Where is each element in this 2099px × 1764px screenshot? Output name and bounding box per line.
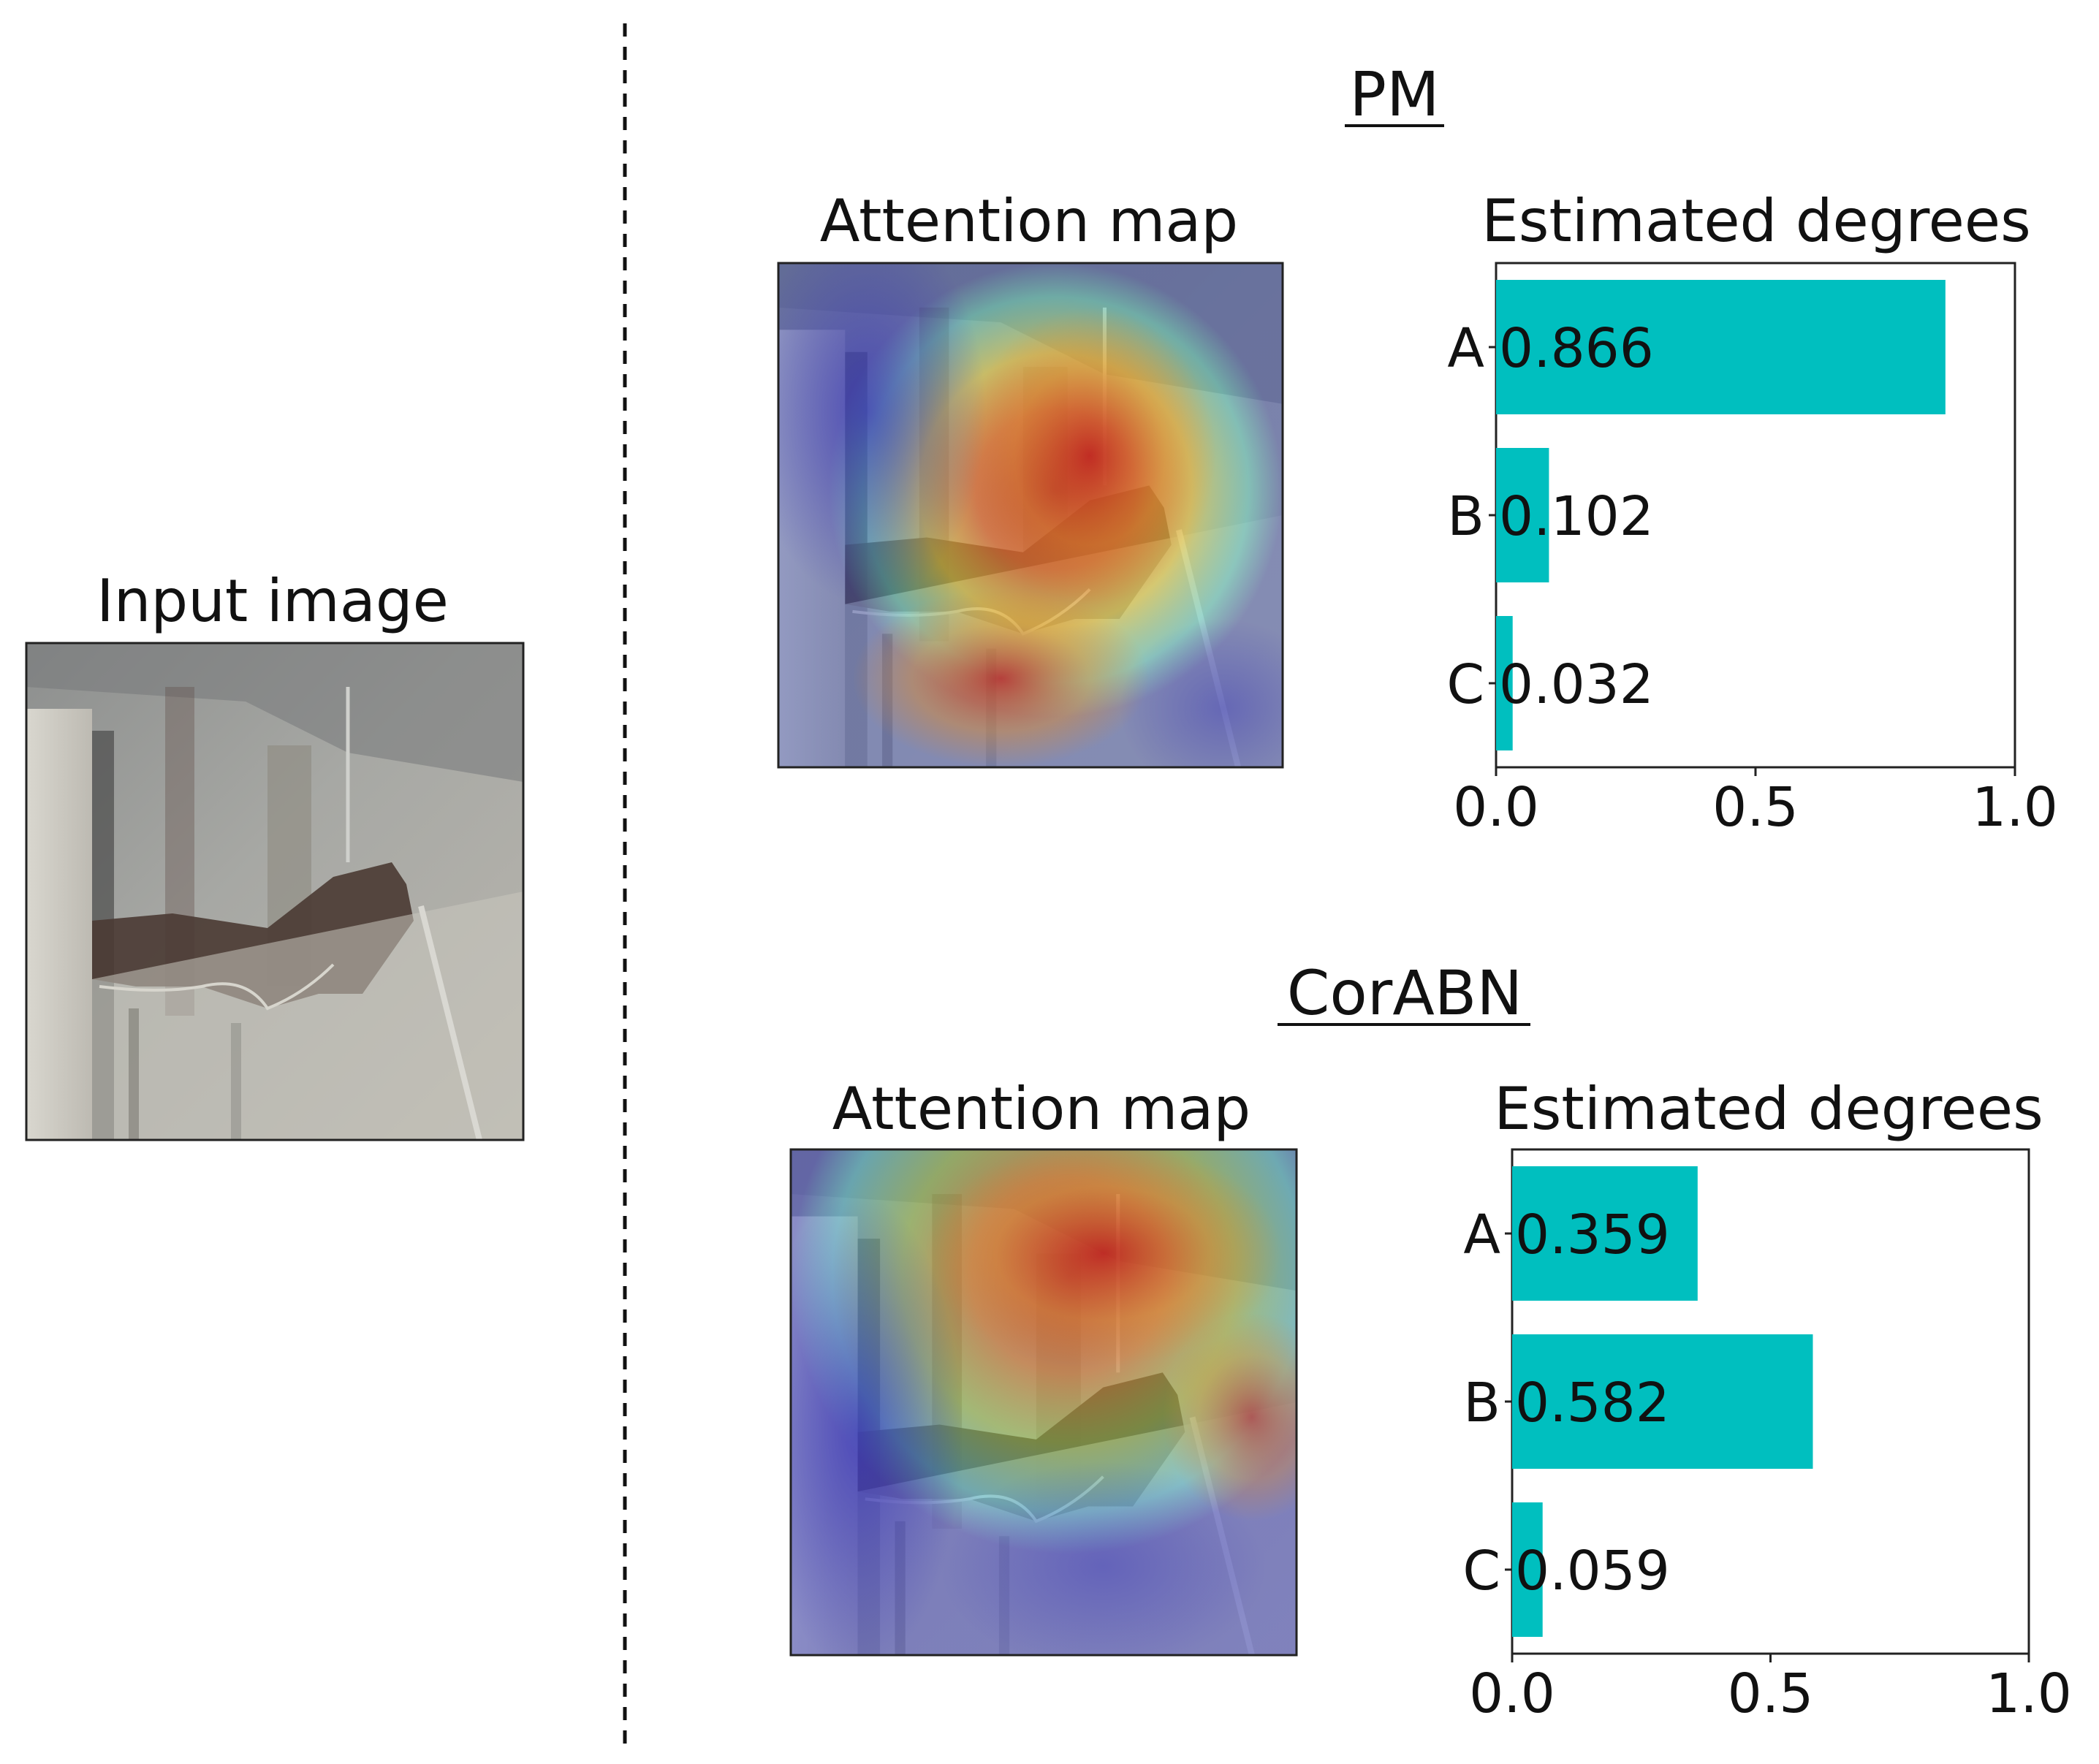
bar-a (1496, 280, 1946, 414)
bar-b (1496, 448, 1549, 582)
category-label: A (1463, 1204, 1500, 1266)
attention-map-title-corabn: Attention map (832, 1075, 1250, 1143)
value-label: 0.059 (1515, 1540, 1670, 1603)
bar-b (1512, 1334, 1813, 1469)
section-corabn: CorABN Attention map Estimated degrees A… (789, 957, 2072, 1725)
section-heading-pm: PM (1349, 58, 1439, 130)
x-tick-label: 1.0 (1972, 776, 2058, 839)
input-image (25, 642, 525, 1141)
chart-title-corabn: Estimated degrees (1494, 1075, 2043, 1143)
category-label: C (1446, 653, 1484, 716)
input-panel: Input image (25, 567, 525, 1141)
bar-chart-pm: A 0.866 B 0.102 C 0.032 0.0 0.5 1.0 (1446, 262, 2058, 839)
category-label: B (1447, 485, 1484, 548)
x-tick-label: 1.0 (1986, 1662, 2072, 1725)
bar-a (1512, 1166, 1698, 1301)
attention-map-corabn (789, 1148, 1298, 1657)
attention-map-pm (777, 262, 1284, 769)
category-label: C (1462, 1540, 1500, 1603)
bar-c (1496, 616, 1513, 750)
x-tick-label: 0.0 (1469, 1662, 1555, 1725)
input-image-title: Input image (96, 567, 449, 635)
x-tick-label: 0.5 (1728, 1662, 1814, 1725)
value-label: 0.032 (1499, 653, 1654, 716)
value-label: 0.359 (1515, 1204, 1670, 1266)
x-tick-label: 0.5 (1712, 776, 1799, 839)
bar-chart-corabn: A 0.359 B 0.582 C 0.059 0.0 0.5 1.0 (1462, 1148, 2072, 1725)
value-label: 0.102 (1499, 485, 1654, 548)
category-label: A (1447, 317, 1484, 380)
attention-map-title-pm: Attention map (820, 187, 1238, 255)
chart-title-pm: Estimated degrees (1481, 187, 2031, 255)
value-label: 0.866 (1499, 317, 1654, 380)
category-label: B (1463, 1372, 1500, 1434)
value-label: 0.582 (1515, 1372, 1670, 1434)
section-pm: PM Attention map Estimated degrees A 0.86… (777, 58, 2058, 839)
bar-c (1512, 1502, 1543, 1637)
section-heading-corabn: CorABN (1287, 957, 1523, 1029)
x-tick-label: 0.0 (1453, 776, 1539, 839)
